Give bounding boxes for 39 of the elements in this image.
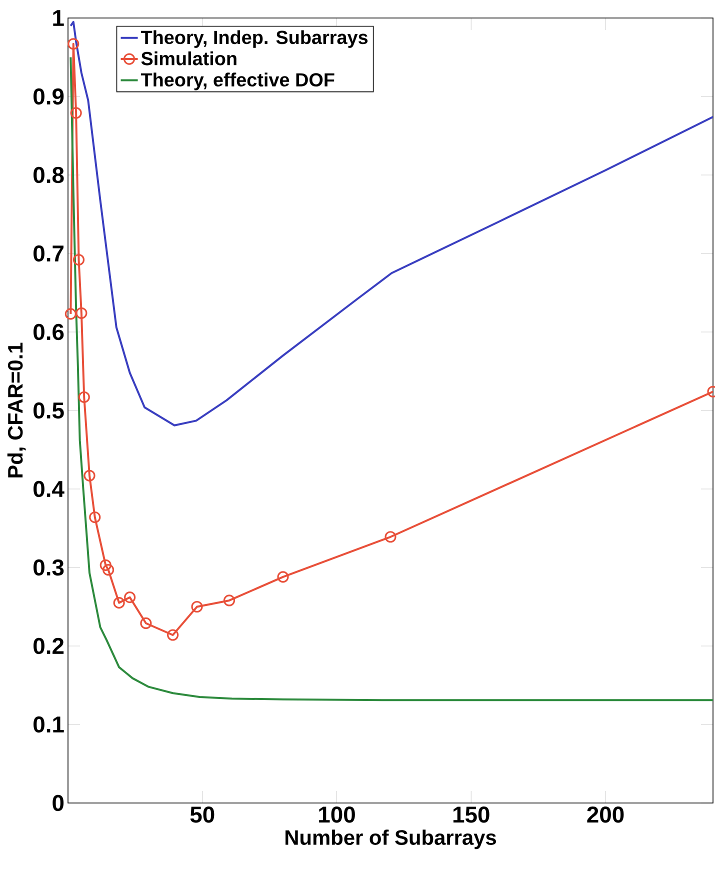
y-tick-label: 0.6 (34, 324, 64, 340)
point (223, 594, 236, 606)
x-tick-label: 50 (190, 806, 214, 823)
point (191, 600, 203, 613)
point (167, 629, 179, 641)
point (384, 531, 396, 543)
x-axis-title: Number of Subarrays (286, 830, 496, 850)
x-tick-label: 200 (587, 806, 624, 823)
point (100, 559, 112, 571)
x-tick-label: 100 (319, 806, 355, 823)
point (70, 107, 82, 119)
point (84, 470, 96, 482)
y-tick-label: 0.5 (34, 402, 64, 419)
point (64, 308, 76, 320)
point (68, 38, 80, 50)
point (102, 564, 114, 576)
y-tick-label: 0.1 (34, 716, 64, 733)
point (277, 571, 289, 583)
x-tick-label: 150 (453, 806, 490, 823)
point (89, 511, 101, 524)
legend-label: Theory, Indep. Subarrays (140, 30, 368, 48)
point (72, 254, 85, 266)
y-tick-label: 0.9 (34, 88, 64, 105)
y-tick-label: 0.8 (34, 166, 64, 184)
legend-label: Theory, effective DOF (140, 72, 334, 90)
point (78, 391, 90, 403)
y-tick-label: 0.4 (34, 480, 64, 498)
y-tick-label: 0.3 (34, 559, 64, 576)
y-tick-label: 0.7 (34, 245, 64, 262)
y-axis-title: Pd, CFAR=0.1 (7, 342, 26, 478)
point (113, 597, 125, 609)
point (124, 592, 136, 604)
point (140, 617, 152, 630)
y-tick-label: 0.2 (34, 638, 64, 654)
y-tick-label: 1 (53, 10, 64, 26)
point (76, 307, 88, 319)
line-series (70, 20, 714, 426)
legend-label: Simulation (141, 51, 236, 66)
y-tick-label: 0 (52, 794, 64, 812)
